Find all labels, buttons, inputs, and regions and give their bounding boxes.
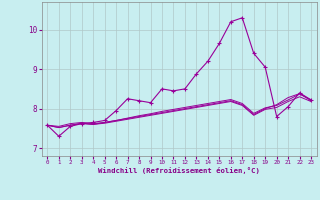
- X-axis label: Windchill (Refroidissement éolien,°C): Windchill (Refroidissement éolien,°C): [98, 167, 260, 174]
